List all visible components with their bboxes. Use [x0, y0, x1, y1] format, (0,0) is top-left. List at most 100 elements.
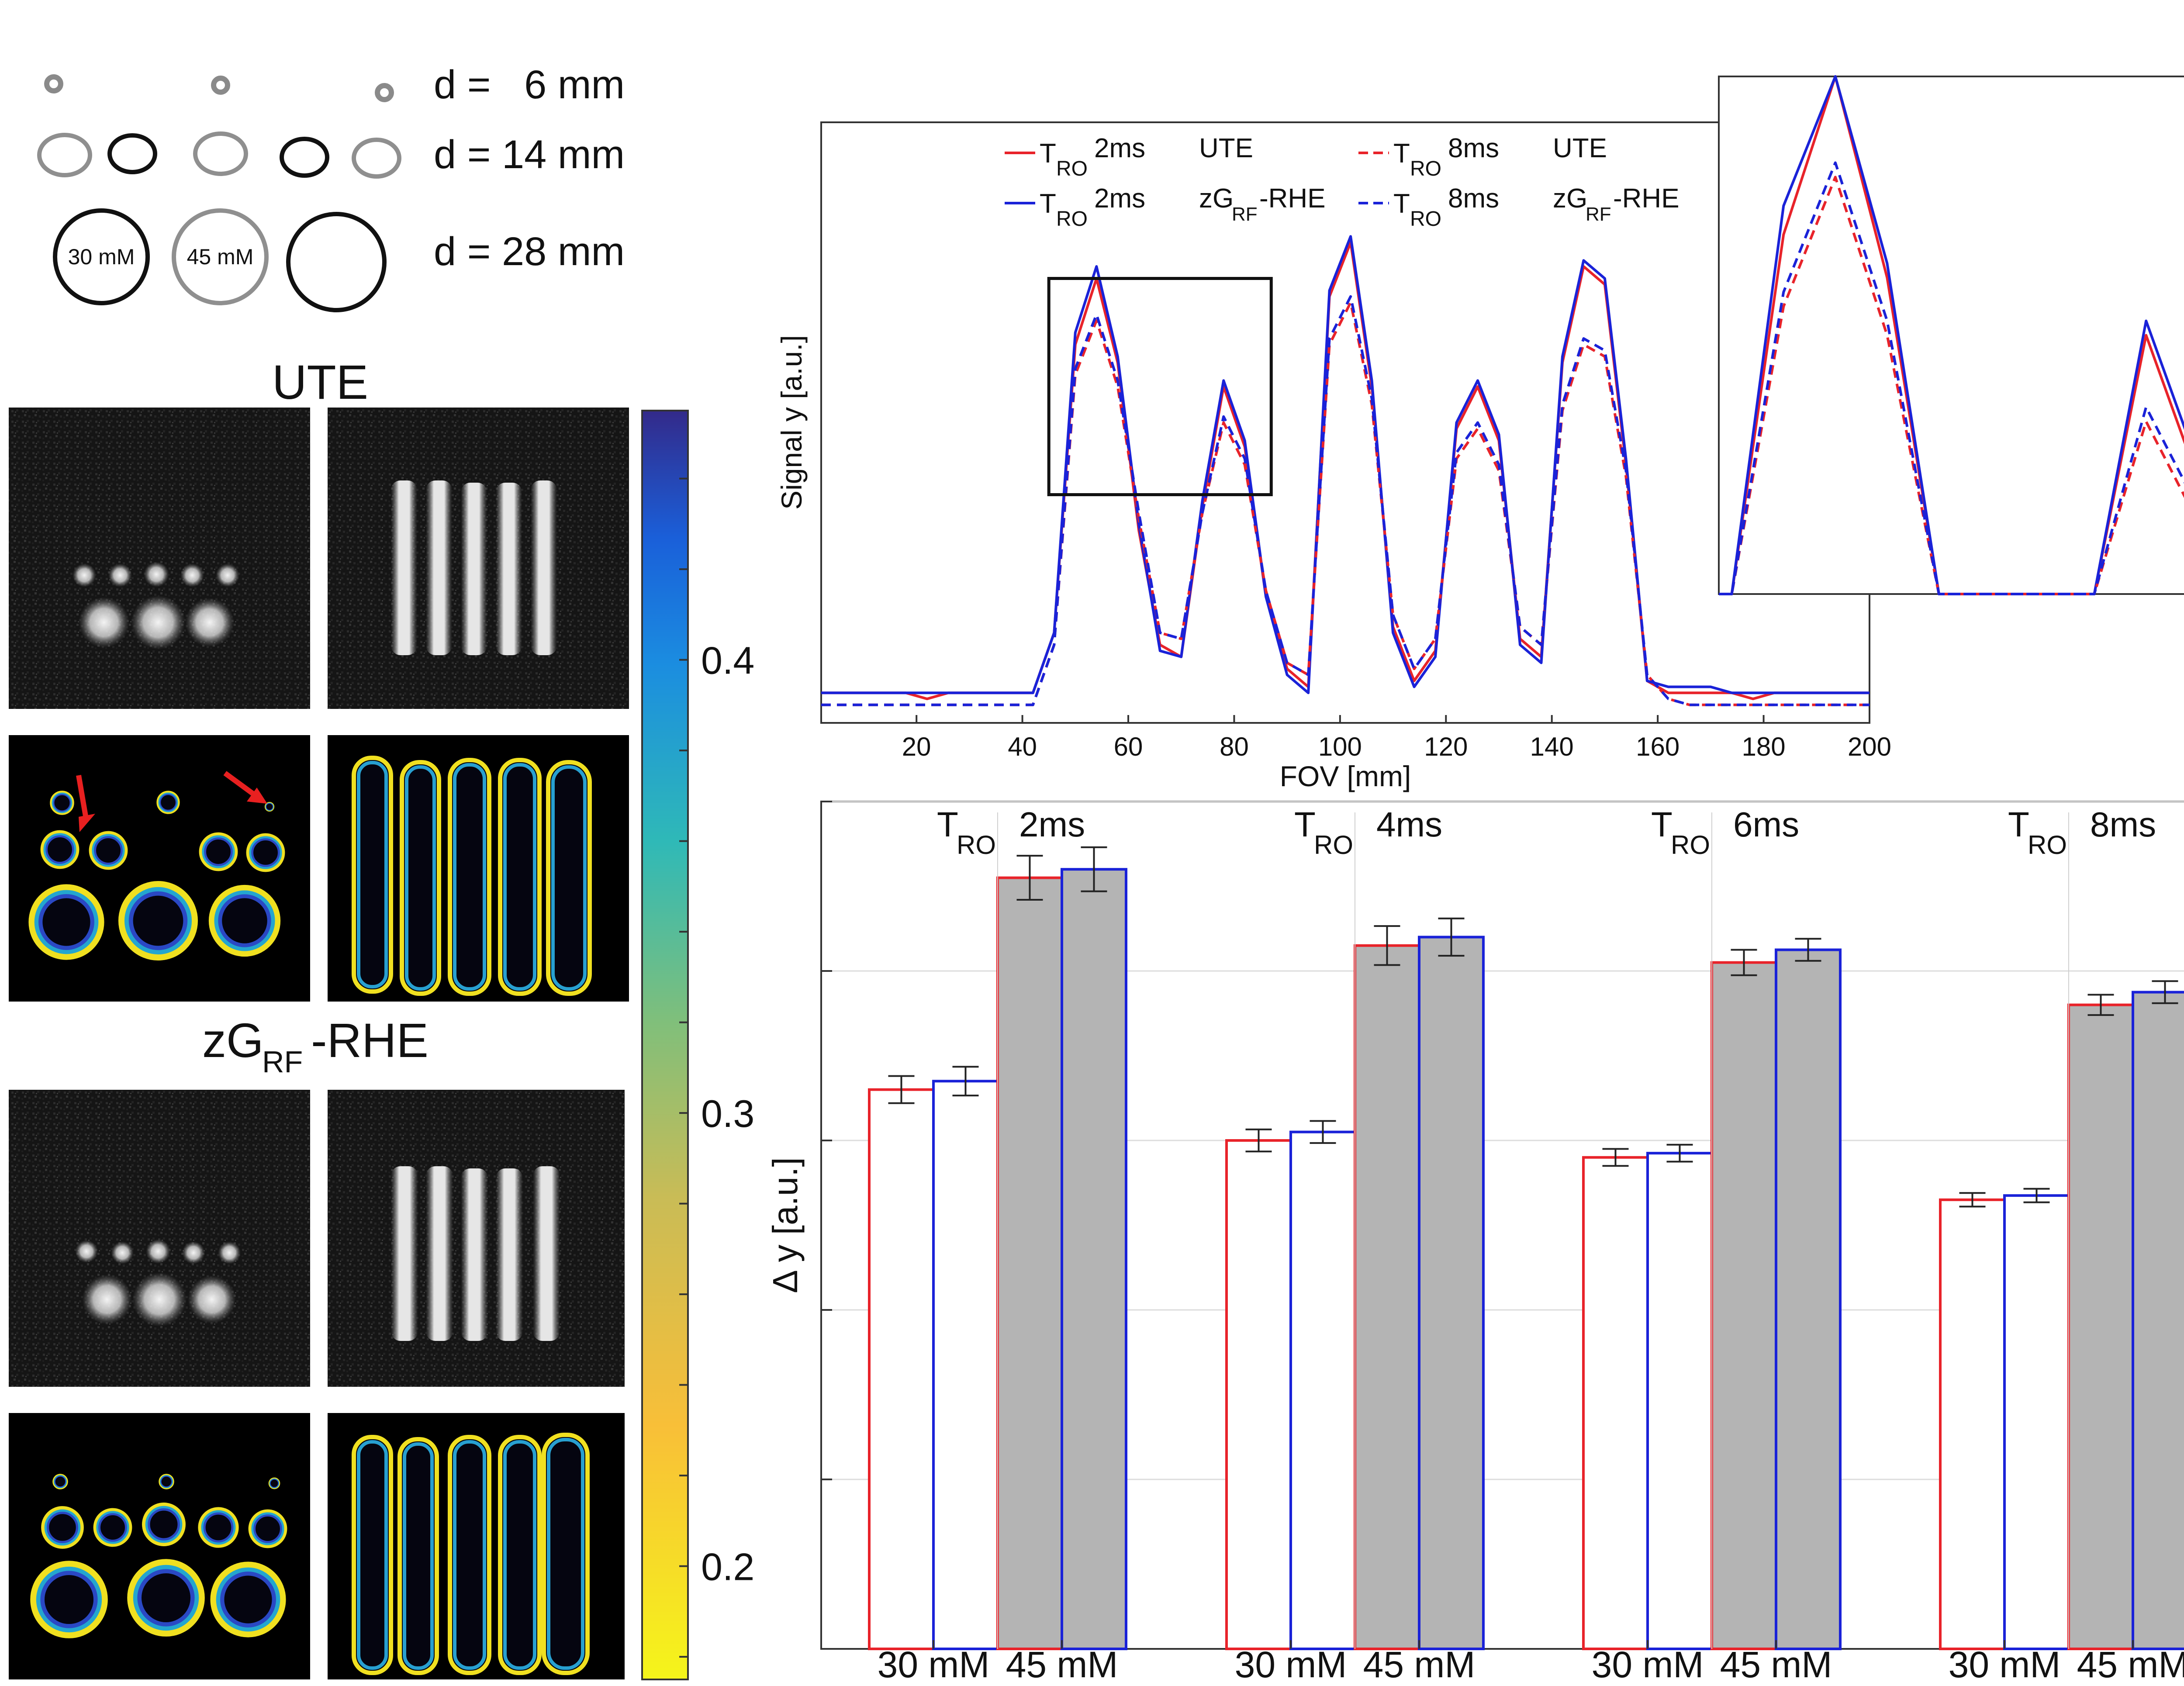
ute-magnitude-rods — [328, 408, 629, 709]
diameter-label-28mm: d = 28 mm — [434, 229, 625, 274]
group-label-time: 8ms — [2090, 805, 2156, 844]
bar-xtick-label: 30 mM — [1592, 1644, 1704, 1685]
bar-marks — [868, 846, 2184, 1651]
x-tick-label: 60 — [1114, 732, 1143, 761]
bar — [1711, 961, 1777, 1651]
bar — [1582, 1156, 1649, 1650]
x-tick-label: 100 — [1318, 732, 1362, 761]
circle-6mm-2 — [211, 76, 230, 95]
conc-45-label: 45 mM — [187, 245, 254, 269]
legend-method-tail: -RHE — [1613, 183, 1679, 214]
line-xlabel: FOV [mm] — [1280, 760, 1411, 792]
inset-series-4 — [1719, 161, 2184, 595]
legend-method: UTE — [1199, 133, 1253, 163]
ute-magnitude-spheres — [9, 408, 310, 709]
schematic-legend: 30 mM 45 mM d = 6 mm d = 14 mm d = 28 mm — [37, 62, 625, 312]
inset-series-3 — [1719, 176, 2184, 595]
group-label-sub: RO — [2028, 830, 2067, 860]
bar-xtick-label: 30 mM — [1949, 1644, 2061, 1685]
legend-time: 8ms — [1448, 133, 1499, 163]
bar — [2003, 1194, 2070, 1651]
legend-t-sub: RO — [1410, 207, 1441, 231]
circle-14mm-3 — [193, 131, 248, 176]
bar — [1775, 948, 1842, 1650]
zoom-region-box — [1047, 277, 1273, 496]
legend-method-tail: -RHE — [1259, 183, 1326, 214]
inset-series-group — [1719, 75, 2184, 595]
legend-method: zG — [1553, 183, 1587, 214]
bar-xtick-label: 30 mM — [1235, 1644, 1347, 1685]
legend-t: T — [1393, 138, 1410, 169]
bar — [1939, 1198, 2006, 1650]
bar-xtick-label: 45 mM — [1006, 1644, 1118, 1685]
artifact-arrow-right — [223, 771, 259, 799]
bar — [996, 876, 1063, 1650]
diameter-label-6mm: d = 6 mm — [434, 62, 625, 107]
group-label-sub: RO — [1314, 830, 1353, 860]
bar-ylabel: Δ y [a.u.] — [766, 1157, 805, 1293]
legend-t-sub: RO — [1410, 157, 1441, 180]
group-label-sub: RO — [957, 830, 996, 860]
bar — [1354, 944, 1420, 1650]
group-label-t: T — [1294, 805, 1316, 844]
bar — [1061, 868, 1127, 1650]
circle-6mm-1 — [44, 74, 63, 93]
circle-14mm-5 — [352, 138, 401, 179]
bar-xtick-label: 45 mM — [1363, 1644, 1476, 1685]
x-tick-label: 20 — [902, 732, 931, 761]
rhe-title-main: zG — [202, 1014, 264, 1068]
circle-28mm-45mM — [172, 208, 269, 305]
group-label-t: T — [937, 805, 958, 844]
x-tick-label: 80 — [1220, 732, 1249, 761]
circle-28mm-3 — [286, 212, 387, 312]
rhe-title-tail: -RHE — [311, 1014, 429, 1068]
legend-t: T — [1040, 138, 1056, 169]
legend-method-sub: RF — [1232, 204, 1258, 225]
bar — [2132, 991, 2184, 1650]
circle-14mm-1 — [37, 133, 92, 177]
bar — [868, 1088, 935, 1651]
line-chart: 20 40 60 80 100 120 140 160 180 200 FOV [mm] Sign… — [775, 121, 1891, 792]
x-tick-label: 120 — [1424, 732, 1468, 761]
rhe-magnitude-rods — [328, 1090, 625, 1387]
legend-method-sub: RF — [1586, 204, 1611, 225]
circle-14mm-2 — [107, 133, 157, 174]
inset-series-2 — [1719, 75, 2184, 595]
group-label-time: 4ms — [1376, 805, 1442, 844]
legend-method: UTE — [1553, 133, 1607, 163]
inset-zoom — [1718, 75, 2184, 595]
bar-xtick-label: 30 mM — [878, 1644, 990, 1685]
artifact-arrow-left — [76, 774, 89, 822]
bar — [2067, 1003, 2134, 1651]
legend-method: zG — [1199, 183, 1234, 214]
legend-t: T — [1040, 189, 1056, 219]
conc-30-label: 30 mM — [68, 245, 135, 269]
ute-map-rods — [328, 735, 629, 1002]
legend-t: T — [1393, 189, 1410, 219]
ute-map-spheres — [9, 735, 310, 1002]
rhe-map-rods — [328, 1413, 625, 1679]
x-tick-label: 160 — [1636, 732, 1679, 761]
inset-frame — [1718, 76, 2184, 595]
circle-14mm-4 — [280, 137, 329, 178]
colorbar-bar — [641, 410, 689, 1680]
colorbar-ticks: 0.4 0.3 0.2 — [679, 477, 754, 1658]
group-label-time: 6ms — [1733, 805, 1799, 844]
colorbar: 0.4 0.3 0.2 — [641, 410, 754, 1680]
bar — [1418, 936, 1485, 1650]
line-series-2 — [821, 235, 1870, 694]
colorbar-tick-label: 0.3 — [701, 1092, 754, 1135]
circle-6mm-3 — [375, 83, 394, 102]
line-series-4 — [821, 295, 1870, 706]
legend-time: 2ms — [1094, 133, 1145, 163]
bar — [1646, 1152, 1713, 1651]
bar — [932, 1080, 999, 1650]
legend-time: 2ms — [1094, 183, 1145, 214]
x-tick-label: 180 — [1742, 732, 1786, 761]
legend-time: 8ms — [1448, 183, 1499, 214]
line-chart-frame — [820, 121, 1870, 724]
